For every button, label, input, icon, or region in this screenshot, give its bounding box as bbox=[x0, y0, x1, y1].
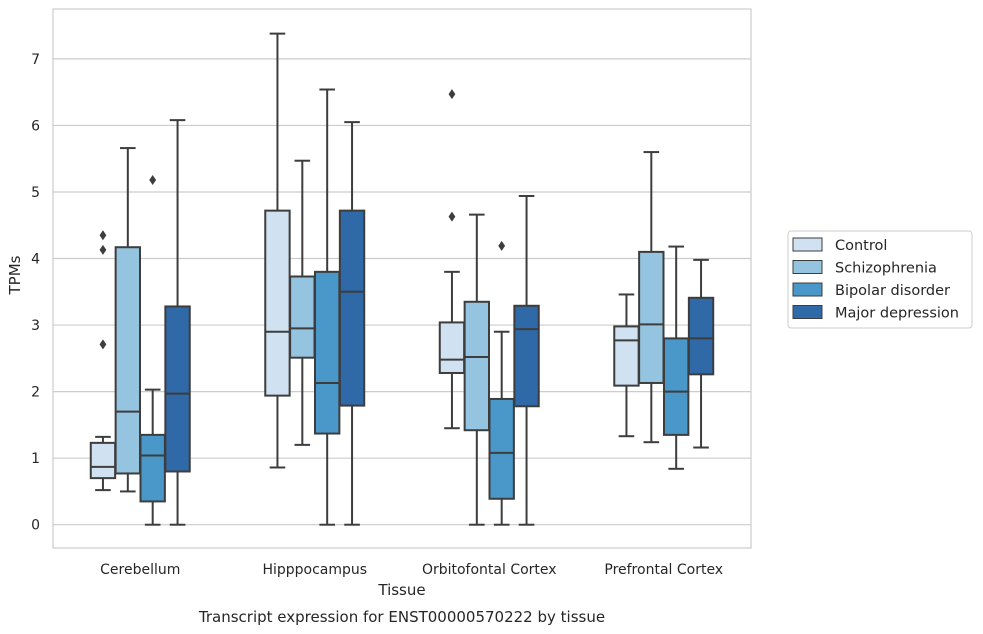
legend-label: Schizophrenia bbox=[835, 261, 937, 277]
y-tick-label: 4 bbox=[31, 252, 40, 268]
box-group bbox=[488, 240, 515, 526]
box bbox=[488, 397, 515, 500]
legend-swatch bbox=[792, 260, 823, 274]
box-group bbox=[463, 213, 491, 526]
box-group bbox=[89, 230, 117, 492]
outlier-point bbox=[149, 175, 157, 186]
x-tick-labels: Cerebellum Hipppocampus Orbitofontal Corte… bbox=[100, 562, 723, 578]
legend: Control Schizophrenia Bipolar disorder Majo… bbox=[787, 230, 973, 329]
outlier-point bbox=[99, 244, 107, 255]
plot-frame bbox=[52, 8, 752, 549]
box bbox=[463, 300, 491, 432]
boxes-layer bbox=[89, 32, 715, 526]
box bbox=[613, 325, 640, 387]
box bbox=[164, 305, 191, 473]
x-axis-label: Tissue bbox=[377, 581, 425, 599]
x-tick-label: Cerebellum bbox=[100, 562, 180, 578]
box-group bbox=[264, 32, 291, 469]
box-group bbox=[687, 258, 715, 449]
legend-label: Control bbox=[835, 238, 887, 254]
y-tick-label: 0 bbox=[31, 518, 40, 534]
outlier-point bbox=[99, 339, 107, 350]
box-group bbox=[114, 147, 142, 493]
box bbox=[513, 304, 540, 408]
outlier-point bbox=[448, 89, 456, 100]
chart-caption: Transcript expression for ENST0000057022… bbox=[198, 608, 605, 626]
box-group bbox=[513, 194, 540, 526]
outlier-point bbox=[448, 211, 456, 222]
box bbox=[313, 270, 341, 435]
y-tick-labels: 0 1 2 3 4 5 6 7 bbox=[31, 52, 40, 534]
box-group bbox=[438, 89, 466, 430]
box bbox=[338, 209, 366, 407]
legend-label: Bipolar disorder bbox=[835, 283, 950, 299]
box bbox=[638, 250, 665, 384]
box bbox=[264, 209, 291, 397]
box bbox=[289, 275, 316, 359]
box bbox=[662, 337, 690, 436]
x-tick-label: Hipppocampus bbox=[262, 562, 367, 578]
legend-swatch bbox=[792, 237, 823, 252]
box-group bbox=[139, 175, 166, 526]
box-group bbox=[164, 119, 191, 526]
y-tick-label: 3 bbox=[31, 318, 40, 334]
box bbox=[687, 296, 715, 376]
box-group bbox=[313, 88, 341, 526]
y-axis-label: TPMs bbox=[6, 255, 24, 295]
box-group bbox=[638, 151, 665, 444]
box bbox=[89, 441, 117, 480]
x-tick-label: Orbitofontal Cortex bbox=[422, 562, 557, 578]
y-tick-label: 7 bbox=[31, 52, 40, 68]
legend-swatch bbox=[792, 305, 823, 319]
box-group bbox=[662, 245, 690, 470]
y-tick-label: 2 bbox=[31, 385, 40, 401]
box-group bbox=[338, 121, 366, 526]
outlier-point bbox=[99, 230, 107, 241]
y-tick-label: 1 bbox=[31, 451, 40, 467]
box bbox=[114, 246, 142, 475]
x-tick-label: Prefrontal Cortex bbox=[604, 562, 723, 578]
legend-frame bbox=[787, 230, 973, 329]
legend-label: Major depression bbox=[835, 306, 959, 322]
box bbox=[438, 321, 466, 374]
y-tick-label: 5 bbox=[31, 185, 40, 201]
box bbox=[139, 433, 166, 503]
y-tick-label: 6 bbox=[31, 118, 40, 134]
outlier-point bbox=[498, 240, 506, 251]
box-group bbox=[613, 293, 640, 438]
legend-swatch bbox=[792, 282, 823, 297]
